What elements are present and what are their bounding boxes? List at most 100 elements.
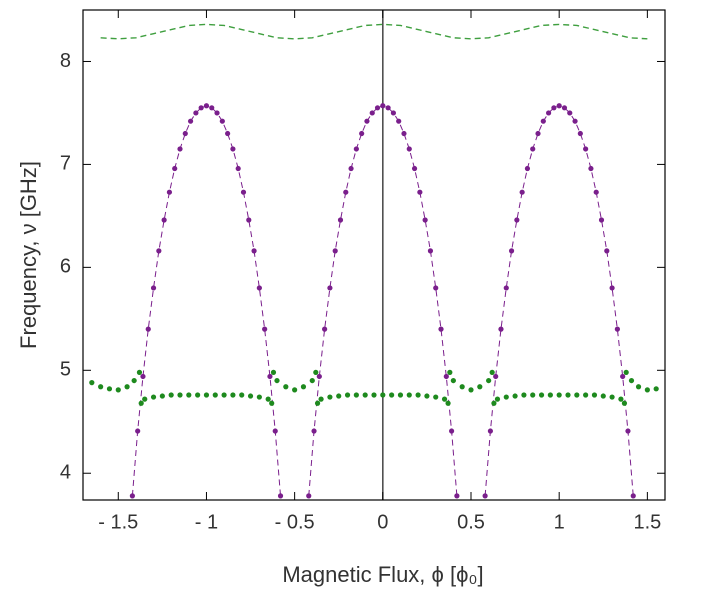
data-point xyxy=(591,392,598,398)
data-point xyxy=(583,146,589,152)
x-tick-label: 1.5 xyxy=(633,511,661,533)
data-point xyxy=(166,189,173,195)
data-point xyxy=(362,392,368,398)
data-point xyxy=(380,103,386,109)
data-point xyxy=(135,428,141,434)
data-point xyxy=(374,105,381,111)
data-point xyxy=(140,373,146,380)
data-point xyxy=(450,377,456,384)
x-tick-label: - 1 xyxy=(195,511,218,533)
data-point xyxy=(230,146,236,152)
data-point xyxy=(567,110,573,116)
data-point xyxy=(256,394,262,400)
data-point xyxy=(131,377,137,384)
data-point xyxy=(486,377,492,384)
data-point xyxy=(503,394,509,400)
data-point xyxy=(219,118,225,124)
data-point xyxy=(277,493,284,499)
data-point xyxy=(187,118,194,124)
data-point xyxy=(540,118,546,124)
data-point xyxy=(593,189,599,195)
data-point xyxy=(424,393,430,399)
data-point xyxy=(124,384,130,390)
x-tick-label: 0 xyxy=(377,511,388,533)
data-point xyxy=(359,130,365,137)
data-point xyxy=(311,428,317,434)
data-point xyxy=(445,400,451,406)
data-point xyxy=(454,493,460,499)
data-point xyxy=(519,189,525,195)
data-point xyxy=(256,285,262,291)
data-point xyxy=(327,394,333,400)
x-tick-label: 0.5 xyxy=(457,511,485,533)
y-tick-label: 5 xyxy=(60,359,71,381)
data-point xyxy=(198,105,204,111)
data-point xyxy=(292,387,298,393)
data-point xyxy=(508,248,515,254)
data-point xyxy=(364,118,370,124)
data-point xyxy=(609,285,615,291)
data-point xyxy=(623,369,629,375)
data-point xyxy=(348,165,354,172)
data-point xyxy=(644,387,650,393)
data-point xyxy=(318,396,324,402)
data-point xyxy=(172,165,178,172)
data-point xyxy=(106,386,113,392)
data-point xyxy=(270,369,277,375)
data-point xyxy=(267,373,273,380)
data-point xyxy=(468,387,474,393)
data-point xyxy=(161,217,167,223)
data-point xyxy=(521,392,527,398)
data-point xyxy=(138,400,144,406)
data-point xyxy=(406,146,412,152)
data-point xyxy=(272,428,278,434)
data-point xyxy=(209,105,215,111)
data-point xyxy=(247,393,254,399)
y-tick-label: 8 xyxy=(60,50,71,72)
data-point xyxy=(300,384,307,390)
data-point xyxy=(625,428,631,434)
data-point xyxy=(546,110,552,116)
data-point xyxy=(535,130,541,137)
data-point xyxy=(574,392,580,398)
data-point xyxy=(503,285,509,291)
data-point xyxy=(443,373,449,380)
data-point xyxy=(269,400,275,406)
data-point xyxy=(332,248,338,254)
data-point xyxy=(306,493,312,499)
data-point xyxy=(630,493,636,499)
data-point xyxy=(142,396,148,402)
data-point xyxy=(314,400,321,406)
data-point xyxy=(556,103,562,109)
data-point xyxy=(193,110,199,116)
data-point xyxy=(385,105,391,111)
data-point xyxy=(343,189,349,195)
data-point xyxy=(177,146,183,152)
data-point xyxy=(618,396,624,402)
data-point xyxy=(547,392,553,398)
data-point xyxy=(145,326,151,332)
data-point xyxy=(225,130,231,137)
y-tick-label: 7 xyxy=(60,153,71,175)
data-point xyxy=(635,384,642,390)
data-point xyxy=(316,373,322,380)
data-point xyxy=(411,165,418,172)
data-point xyxy=(195,392,201,398)
data-point xyxy=(621,400,628,406)
data-point xyxy=(498,326,504,332)
data-point xyxy=(514,217,520,223)
data-point xyxy=(433,394,439,400)
data-point xyxy=(628,377,635,384)
data-point xyxy=(98,384,104,390)
data-point xyxy=(337,217,344,223)
data-point xyxy=(538,392,545,398)
data-point xyxy=(556,392,562,398)
data-point xyxy=(598,217,605,223)
data-point xyxy=(406,392,412,398)
x-tick-label: - 0.5 xyxy=(275,511,315,533)
data-point xyxy=(168,392,174,398)
data-point xyxy=(530,392,536,398)
data-point xyxy=(136,369,143,375)
data-point xyxy=(262,326,268,332)
data-point xyxy=(653,386,659,392)
